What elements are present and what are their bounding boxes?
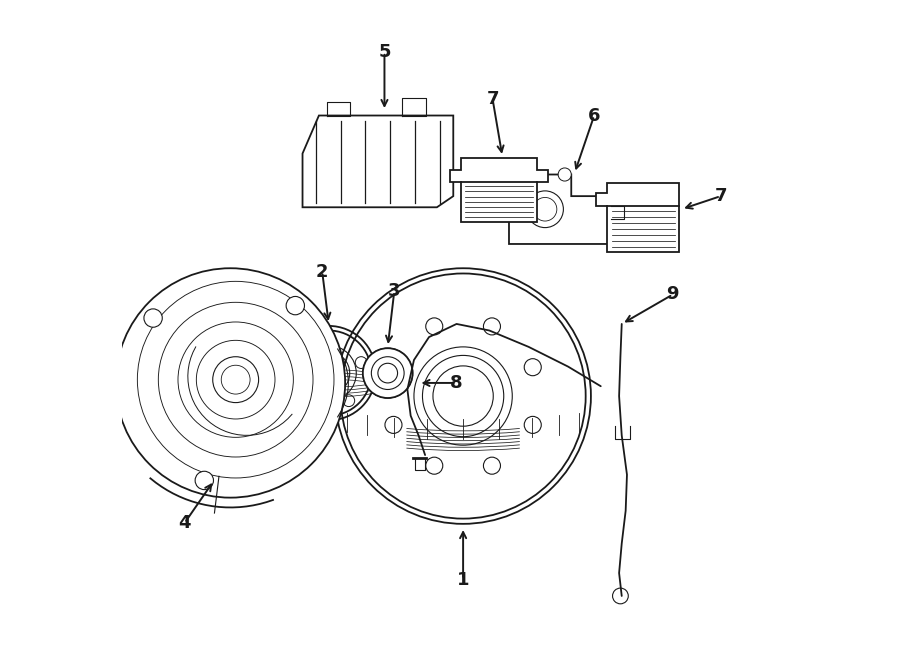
Polygon shape [302, 116, 454, 208]
Circle shape [524, 416, 541, 434]
Text: 5: 5 [378, 43, 391, 61]
Text: 7: 7 [486, 90, 499, 108]
Circle shape [343, 395, 355, 407]
Circle shape [323, 333, 335, 345]
Text: 6: 6 [588, 106, 600, 124]
Circle shape [516, 168, 528, 181]
Circle shape [116, 268, 345, 498]
Circle shape [302, 395, 315, 407]
Text: 8: 8 [450, 374, 463, 392]
Circle shape [195, 471, 213, 490]
Circle shape [286, 296, 304, 315]
Circle shape [483, 318, 500, 335]
Text: 1: 1 [457, 570, 470, 588]
Circle shape [426, 318, 443, 335]
Circle shape [385, 359, 402, 375]
Polygon shape [596, 183, 680, 252]
Text: 9: 9 [667, 286, 680, 303]
Text: 3: 3 [388, 282, 400, 300]
Circle shape [363, 348, 412, 398]
Circle shape [144, 309, 162, 327]
Circle shape [483, 457, 500, 474]
Circle shape [613, 588, 628, 603]
Polygon shape [509, 175, 610, 244]
Circle shape [291, 357, 302, 368]
Text: 4: 4 [178, 514, 191, 532]
Polygon shape [450, 158, 548, 222]
Circle shape [356, 357, 367, 368]
Circle shape [385, 416, 402, 434]
Circle shape [426, 457, 443, 474]
Text: 7: 7 [715, 187, 727, 205]
Circle shape [558, 168, 572, 181]
Circle shape [524, 359, 541, 375]
Text: 2: 2 [316, 262, 328, 280]
Circle shape [526, 191, 563, 227]
